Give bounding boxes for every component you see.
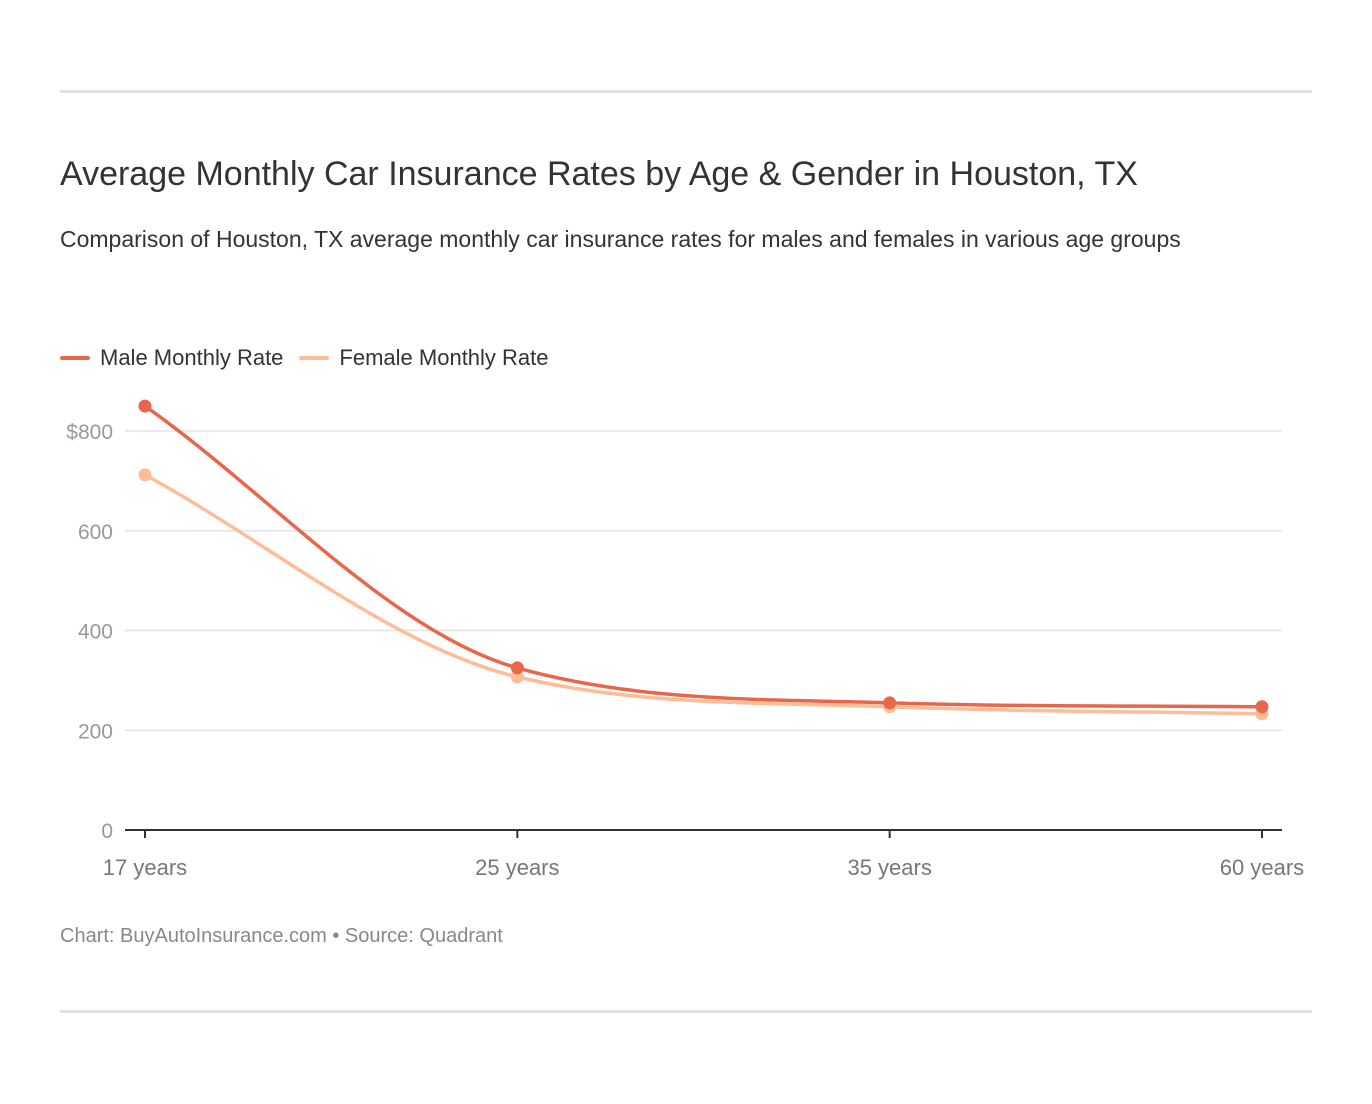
y-tick-label: 0 <box>101 820 113 843</box>
legend-swatch-male <box>60 356 90 360</box>
y-tick-label: 200 <box>78 720 113 743</box>
data-point-male <box>1255 700 1269 714</box>
y-tick-label: 600 <box>78 521 113 544</box>
legend-item-male[interactable]: Male Monthly Rate <box>60 345 283 371</box>
bottom-divider <box>60 1010 1312 1013</box>
data-point-female <box>138 468 152 482</box>
x-tick-label: 17 years <box>103 855 187 880</box>
x-tick-label: 35 years <box>847 855 931 880</box>
x-tick-label: 25 years <box>475 855 559 880</box>
y-tick-label: 400 <box>78 621 113 644</box>
x-tick-label: 60 years <box>1220 855 1304 880</box>
chart-subtitle: Comparison of Houston, TX average monthl… <box>60 226 1181 252</box>
chart-title: Average Monthly Car Insurance Rates by A… <box>60 155 1138 193</box>
legend-label-female: Female Monthly Rate <box>339 345 549 370</box>
top-divider <box>60 90 1312 93</box>
data-point-male <box>510 661 524 675</box>
legend-label-male: Male Monthly Rate <box>100 345 284 370</box>
data-point-male <box>883 696 897 710</box>
chart-footer: Chart: BuyAutoInsurance.com • Source: Qu… <box>60 925 503 947</box>
y-tick-label: $800 <box>66 421 113 444</box>
legend-swatch-female <box>299 356 330 360</box>
data-point-female <box>510 670 524 684</box>
data-point-male <box>138 399 152 413</box>
legend-item-female[interactable]: Female Monthly Rate <box>299 345 549 371</box>
legend: Male Monthly Rate Female Monthly Rate <box>60 345 549 371</box>
series-line-female <box>144 473 1263 716</box>
series-line-male <box>143 404 1263 709</box>
